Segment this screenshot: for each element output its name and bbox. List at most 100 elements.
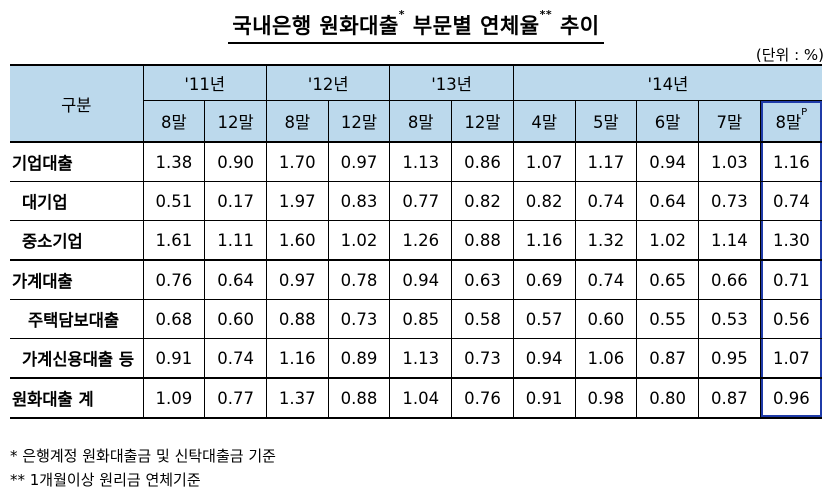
title-text-2: 부문별 연체율	[412, 14, 540, 38]
value-cell: 0.94	[512, 338, 576, 379]
value-cell: 1.60	[265, 220, 329, 261]
value-cell: 0.71	[759, 259, 822, 300]
value-cell: 1.07	[512, 141, 576, 182]
value-cell: 1.97	[265, 181, 329, 221]
value-cell: 0.74	[759, 181, 822, 221]
month-header: 12말	[204, 100, 267, 143]
value-cell: 0.64	[204, 259, 267, 300]
title-footnote-mark-2: **	[539, 8, 553, 21]
year-header: '13년	[389, 64, 514, 101]
value-cell: 0.82	[451, 181, 514, 221]
value-cell: 1.26	[389, 220, 453, 261]
table-row: 중소기업 1.61 1.11 1.60 1.02 1.26 0.88 1.16 1.32 1.02…	[10, 220, 822, 261]
year-header: '12년	[265, 64, 391, 101]
value-cell: 1.30	[759, 220, 822, 261]
value-cell: 0.94	[389, 259, 453, 300]
footnotes: * 은행계정 원화대출금 및 신탁대출금 기준 ** 1개월이상 원리금 연체기…	[10, 444, 276, 492]
row-label: 기업대출	[10, 141, 144, 182]
value-cell: 1.70	[265, 141, 329, 182]
value-cell: 0.73	[451, 338, 514, 379]
value-cell: 0.60	[204, 299, 267, 339]
month-header: 4말	[512, 100, 576, 143]
month-header: 12말	[451, 100, 514, 143]
value-cell: 0.58	[451, 299, 514, 339]
table-row: 가계신용대출 등 0.91 0.74 1.16 0.89 1.13 0.73 0.94 1.06…	[10, 338, 822, 379]
header-row-years: 구분 '11년 '12년 '13년 '14년	[10, 64, 822, 143]
value-cell: 0.85	[389, 299, 453, 339]
row-label: 대기업	[10, 181, 144, 221]
footnote-2: ** 1개월이상 원리금 연체기준	[10, 471, 201, 489]
footnote-1: * 은행계정 원화대출금 및 신탁대출금 기준	[10, 447, 276, 465]
value-cell: 0.97	[265, 259, 329, 300]
value-cell: 0.55	[636, 299, 699, 339]
table-row: 주택담보대출 0.68 0.60 0.88 0.73 0.85 0.58 0.57 0.60 0.…	[10, 299, 822, 339]
value-cell: 1.37	[265, 377, 329, 419]
row-header-cell: 구분	[10, 64, 144, 143]
value-cell: 0.88	[327, 377, 391, 419]
value-cell: 0.63	[451, 259, 514, 300]
value-cell: 1.14	[697, 220, 761, 261]
title-text-3: 추이	[559, 14, 600, 38]
table-row: 가계대출 0.76 0.64 0.97 0.78 0.94 0.63 0.69 0.74 0.65…	[10, 259, 822, 300]
value-cell: 1.17	[574, 141, 638, 182]
value-cell: 0.87	[636, 338, 699, 379]
month-header: 8말	[265, 100, 329, 143]
month-header: 5말	[574, 100, 638, 143]
row-label: 중소기업	[10, 220, 144, 261]
value-cell: 0.89	[327, 338, 391, 379]
value-cell: 0.73	[327, 299, 391, 339]
value-cell: 0.96	[759, 377, 822, 419]
value-cell: 0.68	[142, 299, 206, 339]
value-cell: 1.13	[389, 141, 453, 182]
value-cell: 1.13	[389, 338, 453, 379]
row-label: 가계대출	[10, 259, 144, 300]
value-cell: 0.73	[697, 181, 761, 221]
value-cell: 0.94	[636, 141, 699, 182]
value-cell: 0.80	[636, 377, 699, 419]
value-cell: 0.87	[697, 377, 761, 419]
value-cell: 0.76	[142, 259, 206, 300]
unit-label: (단위 : %)	[755, 46, 824, 64]
value-cell: 0.17	[204, 181, 267, 221]
value-cell: 0.97	[327, 141, 391, 182]
value-cell: 0.86	[451, 141, 514, 182]
value-cell: 0.98	[574, 377, 638, 419]
month-header: 7말	[697, 100, 761, 143]
value-cell: 0.83	[327, 181, 391, 221]
value-cell: 0.69	[512, 259, 576, 300]
value-cell: 1.16	[512, 220, 576, 261]
value-cell: 0.78	[327, 259, 391, 300]
table-row: 원화대출 계 1.09 0.77 1.37 0.88 1.04 0.76 0.91 0.98 0.…	[10, 377, 822, 419]
header-row-months: 8말 12말 8말 12말 8말 12말 4말 5말 6말 7말 8말P	[10, 100, 822, 143]
month-header: 6말	[636, 100, 699, 143]
value-cell: 0.56	[759, 299, 822, 339]
value-cell: 0.57	[512, 299, 576, 339]
value-cell: 1.03	[697, 141, 761, 182]
value-cell: 1.32	[574, 220, 638, 261]
value-cell: 1.11	[204, 220, 267, 261]
table-row: 대기업 0.51 0.17 1.97 0.83 0.77 0.82 0.82 0.74 0.64 0…	[10, 181, 822, 221]
table-row: 기업대출 1.38 0.90 1.70 0.97 1.13 0.86 1.07 1.17 0.94…	[10, 141, 822, 182]
value-cell: 1.16	[265, 338, 329, 379]
title-text: 국내은행 원화대출	[232, 14, 399, 38]
value-cell: 0.90	[204, 141, 267, 182]
row-label: 주택담보대출	[10, 299, 144, 339]
delinquency-table: 구분 '11년 '12년 '13년 '14년 8말 12말 8말 12말 8말 …	[10, 64, 822, 419]
value-cell: 0.88	[265, 299, 329, 339]
value-cell: 1.07	[759, 338, 822, 379]
value-cell: 1.04	[389, 377, 453, 419]
value-cell: 1.38	[142, 141, 206, 182]
value-cell: 0.64	[636, 181, 699, 221]
preliminary-mark: P	[801, 107, 808, 118]
month-header-latest-label: 8말	[775, 113, 802, 132]
value-cell: 0.88	[451, 220, 514, 261]
value-cell: 1.16	[759, 141, 822, 182]
value-cell: 0.66	[697, 259, 761, 300]
value-cell: 0.53	[697, 299, 761, 339]
row-label: 가계신용대출 등	[10, 338, 144, 379]
year-header: '14년	[512, 64, 822, 101]
title-footnote-mark-1: *	[398, 8, 406, 21]
value-cell: 1.02	[636, 220, 699, 261]
month-header: 8말	[389, 100, 453, 143]
value-cell: 1.61	[142, 220, 206, 261]
